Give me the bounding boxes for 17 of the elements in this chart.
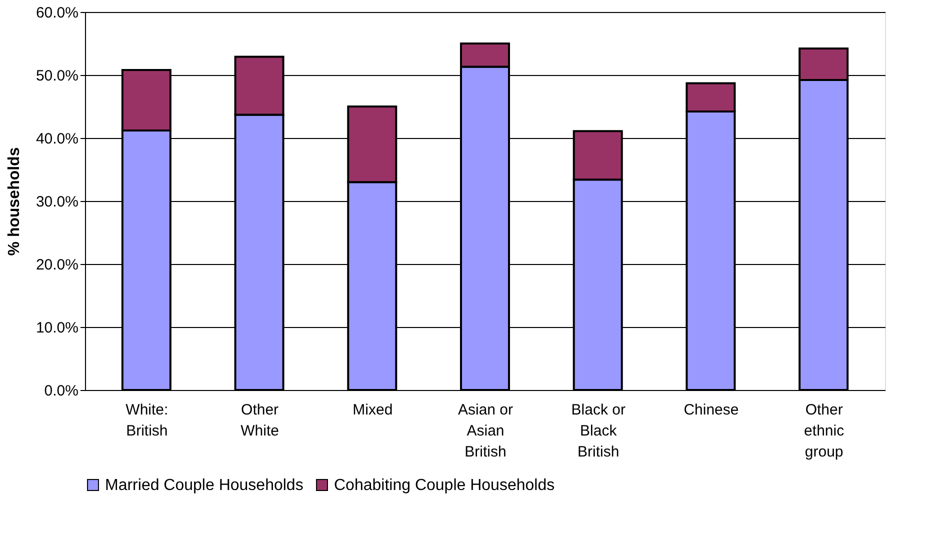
y-tick-label: 20.0%: [36, 256, 78, 274]
x-tick-label: Mixed: [352, 402, 393, 418]
y-tick-label: 0.0%: [44, 382, 78, 400]
y-tick-label: 60.0%: [36, 4, 78, 22]
x-tick-label: Other ethnic group: [804, 402, 845, 460]
x-tick-label: Other White: [240, 402, 279, 440]
y-tick-label: 10.0%: [36, 320, 78, 336]
x-tick-label: Chinese: [684, 402, 739, 418]
legend-label: Married Couple Households: [105, 477, 304, 494]
x-tick-label: Black or Black British: [571, 402, 626, 460]
legend-label: Cohabiting Couple Households: [334, 477, 555, 494]
x-tick-label: White: British: [126, 402, 168, 440]
y-tick-label: 40.0%: [36, 130, 78, 148]
y-tick-label: 30.0%: [36, 194, 78, 210]
y-tick-label: 50.0%: [36, 68, 78, 84]
x-tick-label: Asian or Asian British: [458, 402, 514, 460]
y-axis-title: % households: [6, 147, 23, 256]
